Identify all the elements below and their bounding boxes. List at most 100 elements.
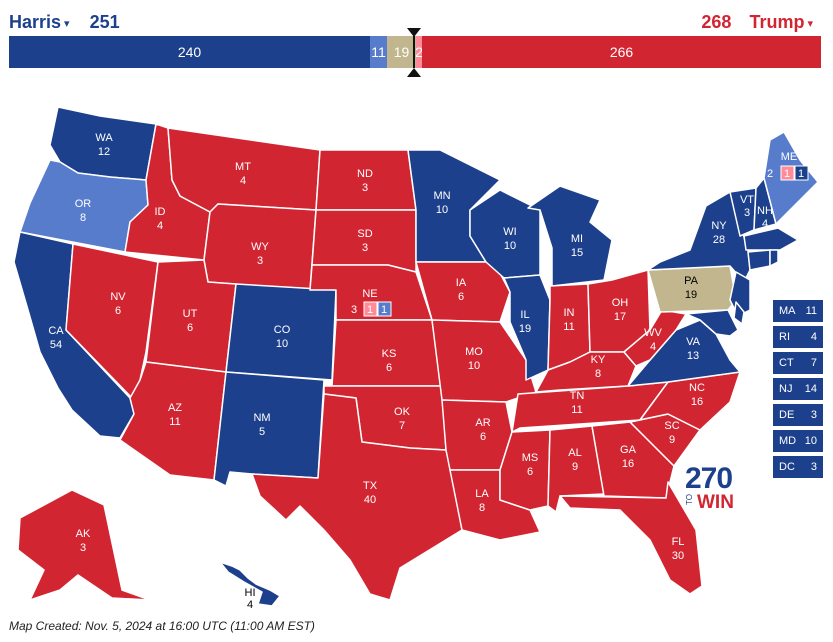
state-HI[interactable] [219,561,281,607]
state-AR[interactable] [441,399,513,471]
label-ND-abbr: ND [357,168,373,180]
label-NH-abbr: NH [757,205,773,217]
state-AK[interactable] [17,489,151,601]
small-state-DC[interactable]: DC 3 [773,456,823,478]
label-CO-abbr: CO [274,324,291,336]
small-state-DE[interactable]: DE 3 [773,404,823,426]
label-KY-abbr: KY [591,354,606,366]
label-WY-ev: 3 [257,255,263,267]
label-AR-abbr: AR [475,417,490,429]
label-NH-ev: 4 [762,218,768,230]
label-MO-abbr: MO [465,346,483,358]
small-state-MD[interactable]: MD 10 [773,430,823,452]
label-TN-ev: 11 [571,404,582,416]
label-WI-abbr: WI [503,226,516,238]
state-SD[interactable] [311,209,417,273]
bar-safe-dem: 240 [9,36,370,68]
state-IL[interactable] [503,274,551,381]
label-VT-ev: 3 [744,207,750,219]
label-OH-abbr: OH [612,297,629,309]
label-PA-abbr: PA [684,275,699,287]
electoral-vote-bar: 240 11 19 2 266 [9,36,821,68]
label-SC-ev: 9 [669,434,675,446]
chevron-down-icon[interactable]: ▾ [64,17,70,30]
ME-district-2-ev: 1 [798,168,804,180]
ME-district-2-box[interactable] [794,165,809,181]
label-KS-abbr: KS [382,348,397,360]
trump-dropdown[interactable]: Trump [749,12,805,32]
label-VT-abbr: VT [740,194,754,206]
small-state-MA[interactable]: MA 11 [773,300,823,322]
state-DE[interactable] [733,301,745,325]
state-MI[interactable] [527,185,613,287]
state-MD[interactable] [685,309,739,337]
label-AR-ev: 6 [480,431,486,443]
state-CT[interactable] [747,249,771,271]
270towin-logo: 270 TO WIN [685,462,745,514]
logo-to: TO [685,494,694,505]
state-labels: WA 12 OR 8 CA 54 NV 6 ID 4 MT 4 WY 3 UT … [48,132,797,611]
label-MT-abbr: MT [235,161,251,173]
label-WI-ev: 10 [504,240,516,252]
label-MS-ev: 6 [527,466,533,478]
state-TX[interactable] [251,393,463,601]
label-KS-ev: 6 [386,362,392,374]
label-IL-abbr: IL [520,309,529,321]
label-FL-abbr: FL [672,536,685,548]
label-UT-ev: 6 [187,322,193,334]
label-FL-ev: 30 [672,550,684,562]
small-state-RI[interactable]: RI 4 [773,326,823,348]
NE-district-2-box[interactable] [377,301,392,317]
state-ND[interactable] [315,149,417,211]
label-MT-ev: 4 [240,175,246,187]
label-MN-abbr: MN [433,190,450,202]
small-state-NJ[interactable]: NJ 14 [773,378,823,400]
logo-win: WIN [697,492,734,513]
state-MA[interactable] [743,227,799,251]
label-NY-abbr: NY [711,220,727,232]
small-state-abbr: NJ [779,383,793,395]
ME-district-1-ev: 1 [784,168,790,180]
state-GA[interactable] [591,421,675,499]
label-KY-ev: 8 [595,368,601,380]
label-IN-abbr: IN [564,307,575,319]
small-state-ev: 3 [810,461,817,473]
label-HI-ev: 4 [247,599,253,611]
NE-district-1-box[interactable] [363,301,378,317]
state-WV[interactable] [623,309,687,367]
header-bar: Harris ▾ 251 268 Trump ▾ [0,0,833,40]
label-CA-abbr: CA [48,325,64,337]
small-state-CT[interactable]: CT 7 [773,352,823,374]
chevron-down-icon[interactable]: ▾ [807,17,813,30]
label-ND-ev: 3 [362,182,368,194]
label-CO-ev: 10 [276,338,288,350]
label-IL-ev: 19 [519,323,531,335]
bar-lean-dem: 11 [370,36,387,68]
NE-district-1-ev: 1 [367,304,373,316]
state-RI[interactable] [769,249,779,267]
small-state-abbr: RI [779,331,790,343]
label-OK-abbr: OK [394,406,411,418]
small-state-ev: 10 [804,435,817,447]
ME-district-1-box[interactable] [780,165,795,181]
harris-total: 251 [89,12,120,32]
small-state-abbr: MD [779,435,797,447]
state-IA[interactable] [415,261,511,323]
label-AK-abbr: AK [76,528,91,540]
state-FL[interactable] [559,481,703,595]
label-ME-abbr: ME [781,151,798,163]
label-AZ-ev: 11 [169,416,180,428]
small-state-ev: 7 [810,357,817,369]
harris-dropdown[interactable]: Harris [9,12,62,32]
label-WY-abbr: WY [251,241,269,253]
state-NM[interactable] [213,371,325,487]
bar-likely-rep: 2 [416,36,422,68]
label-UT-abbr: UT [183,308,198,320]
label-NM-abbr: NM [253,412,270,424]
label-NC-abbr: NC [689,382,705,394]
label-OR-ev: 8 [80,212,86,224]
label-NV-ev: 6 [115,305,121,317]
label-LA-ev: 8 [479,502,485,514]
trump-candidate: 268 Trump ▾ [701,12,819,33]
label-IA-ev: 6 [458,291,464,303]
